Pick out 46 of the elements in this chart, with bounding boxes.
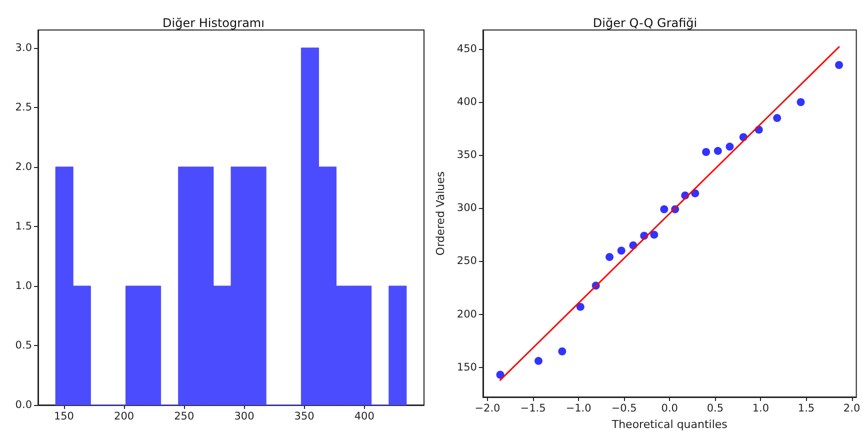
y-tick-label: 200 xyxy=(456,308,477,320)
x-tick-label: 1.0 xyxy=(752,402,770,414)
y-tick-label: 3.0 xyxy=(15,42,32,54)
point xyxy=(773,114,782,122)
y-tick-label: 250 xyxy=(456,255,477,268)
point xyxy=(796,98,805,106)
point xyxy=(650,230,658,239)
y-tick-label: 2.0 xyxy=(15,160,32,173)
y-tick-label: 1.0 xyxy=(15,280,32,292)
y-tick-label: 300 xyxy=(456,202,477,214)
x-tick-label: −2.0 xyxy=(474,402,500,414)
y-tick-label: 450 xyxy=(456,43,477,56)
x-tick-label: 1.5 xyxy=(798,402,815,414)
y-tick-label: 350 xyxy=(456,149,477,162)
y-tick-label: 400 xyxy=(456,96,477,108)
point xyxy=(835,61,844,69)
x-tick-label: 300 xyxy=(234,410,254,422)
y-tick-label: 150 xyxy=(456,361,477,374)
y-tick-label: 2.5 xyxy=(15,101,32,114)
x-tick-label: 350 xyxy=(294,410,314,422)
point xyxy=(606,252,614,261)
point xyxy=(726,142,734,151)
chart-title: Diğer Q-Q Grafiği xyxy=(592,16,698,30)
point xyxy=(558,347,566,356)
point xyxy=(576,302,584,311)
y-tick-label: 0.5 xyxy=(15,339,32,352)
chart-title: Diğer Histogramı xyxy=(162,16,264,30)
y-tick-label: 1.5 xyxy=(15,220,32,232)
x-tick-label: 0.5 xyxy=(706,402,724,414)
x-axis-title: Theoretical quantiles xyxy=(610,418,728,431)
point xyxy=(496,370,504,379)
x-tick-label: 250 xyxy=(174,410,194,422)
x-tick-label: −0.5 xyxy=(611,402,637,414)
point xyxy=(714,146,722,155)
x-tick-label: 400 xyxy=(354,410,374,422)
x-tick-label: 2.0 xyxy=(843,402,860,414)
point xyxy=(702,148,710,156)
x-tick-label: 200 xyxy=(114,410,134,422)
x-tick-label: 0.0 xyxy=(661,402,678,414)
point xyxy=(617,246,626,255)
point xyxy=(534,356,542,365)
x-tick-label: −1.0 xyxy=(566,402,592,414)
point xyxy=(660,205,668,214)
y-axis-title: Ordered Values xyxy=(434,171,447,256)
x-tick-label: 150 xyxy=(54,410,74,422)
x-tick-label: −1.5 xyxy=(520,402,546,414)
